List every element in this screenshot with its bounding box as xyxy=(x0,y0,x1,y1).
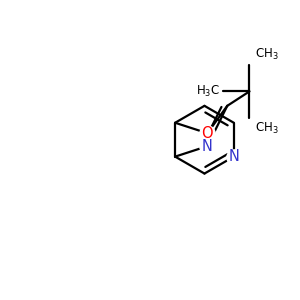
Text: H$_3$C: H$_3$C xyxy=(196,84,220,99)
Text: CH$_3$: CH$_3$ xyxy=(255,121,279,136)
Text: N: N xyxy=(202,139,213,154)
Text: O: O xyxy=(202,126,213,141)
Text: CH$_3$: CH$_3$ xyxy=(255,47,279,62)
Text: N: N xyxy=(228,149,239,164)
